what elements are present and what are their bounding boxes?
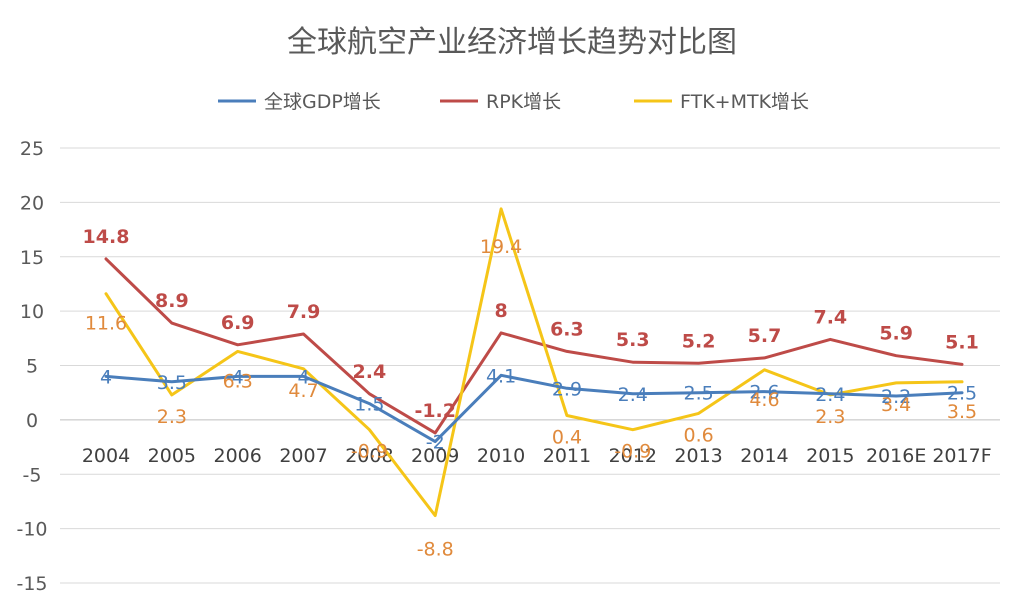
legend-label: FTK+MTK增长: [680, 91, 809, 113]
data-label: 3.4: [881, 394, 911, 416]
data-label: -2: [426, 432, 445, 454]
data-label: 3.5: [947, 401, 977, 423]
series-line-1: [104, 373, 964, 444]
data-label: -1.2: [414, 400, 456, 422]
x-tick-label: 2015: [806, 445, 854, 467]
data-label: 6.9: [221, 312, 255, 334]
data-label: 4.6: [749, 389, 779, 411]
data-label: 4.7: [288, 380, 318, 402]
data-label: 5.3: [616, 329, 650, 351]
x-tick-label: 2010: [477, 445, 525, 467]
gridlines: [60, 147, 1000, 584]
data-label: 4: [232, 366, 244, 388]
y-tick-label: 15: [20, 247, 44, 269]
data-labels: 4 3.5 4 4 1.5 -2 4.1 2.9 2.4 2.5 2.6 2.4 2.2 2.5 14.8 8…: [83, 226, 979, 561]
y-tick-label: 0: [26, 410, 38, 432]
legend-item: 全球GDP增长: [218, 91, 381, 113]
legend: 全球GDP增长 RPK增长 FTK+MTK增长: [218, 91, 809, 113]
x-tick-label: 2008: [345, 445, 393, 467]
y-axis: -15 -10 -5 0 5 10 15 20 25: [16, 138, 47, 595]
y-tick-label: -10: [16, 519, 47, 541]
x-tick-label: 2013: [674, 445, 722, 467]
series-line-3: [104, 207, 964, 518]
legend-item: FTK+MTK增长: [634, 91, 809, 113]
x-tick-label: 2005: [148, 445, 196, 467]
data-label: 5.7: [748, 325, 782, 347]
x-tick-label: 2016E: [866, 445, 926, 467]
y-tick-label: 20: [20, 192, 44, 214]
data-label: 4: [297, 366, 309, 388]
series-lines: [104, 207, 964, 518]
legend-label: RPK增长: [486, 91, 561, 113]
y-tick-label: -5: [23, 464, 42, 486]
data-label: 2.4: [815, 384, 845, 406]
x-tick-label: 2007: [279, 445, 327, 467]
x-tick-label: 2011: [543, 445, 591, 467]
data-label: 2.6: [749, 382, 779, 404]
data-label: -0.9: [614, 441, 651, 463]
x-axis: 2004 2005 2006 2007 2008 2009 2010 2011 2012 2013…: [82, 445, 992, 467]
data-label: 11.6: [85, 313, 127, 335]
y-tick-label: 5: [26, 356, 38, 378]
x-tick-label: 2006: [214, 445, 262, 467]
data-label: 5.9: [879, 323, 913, 345]
y-tick-label: -15: [16, 573, 47, 595]
y-tick-label: 10: [20, 301, 44, 323]
data-label: 2.5: [684, 383, 714, 405]
data-label: 5.2: [682, 330, 716, 352]
data-label: 7.4: [813, 306, 847, 328]
data-label: 8.9: [155, 290, 189, 312]
data-label: 2.4: [618, 384, 648, 406]
data-label: 0.4: [552, 427, 582, 449]
data-label: 7.9: [287, 301, 321, 323]
data-label: 8: [494, 300, 507, 322]
data-label: 0.6: [684, 424, 714, 446]
series-line-2: [104, 257, 964, 435]
legend-item: RPK增长: [440, 91, 561, 113]
x-tick-label: 2004: [82, 445, 130, 467]
data-label: 6.3: [550, 318, 584, 340]
data-label: 1.5: [354, 394, 384, 416]
data-label: 4.1: [486, 365, 516, 387]
data-label: 2.4: [353, 361, 387, 383]
x-tick-label: 2012: [609, 445, 657, 467]
chart-title: 全球航空产业经济增长趋势对比图: [287, 25, 737, 60]
data-label: 2.9: [552, 378, 582, 400]
data-label: -8.8: [417, 539, 454, 561]
x-tick-label: 2017F: [932, 445, 991, 467]
data-label: 19.4: [480, 236, 522, 258]
data-label: 6.3: [223, 370, 253, 392]
data-label: 4: [100, 366, 112, 388]
y-tick-label: 25: [20, 138, 44, 160]
data-label: 2.5: [947, 383, 977, 405]
legend-label: 全球GDP增长: [264, 91, 381, 113]
data-label: 14.8: [83, 226, 130, 248]
data-label: 2.3: [157, 406, 187, 428]
data-label: 5.1: [945, 331, 979, 353]
data-label: 2.3: [815, 406, 845, 428]
data-label: -0.9: [351, 441, 388, 463]
data-label: 3.5: [157, 372, 187, 394]
data-label: 2.2: [881, 386, 911, 408]
x-tick-label: 2014: [740, 445, 788, 467]
